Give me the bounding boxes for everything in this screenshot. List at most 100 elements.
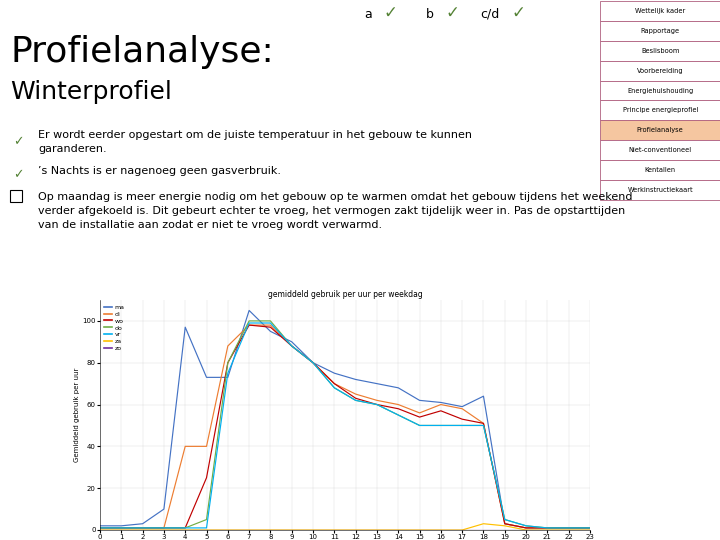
ma bbox=[585, 525, 594, 531]
Text: Profielanalyse: Profielanalyse bbox=[637, 127, 683, 133]
di bbox=[117, 525, 125, 531]
ma bbox=[436, 399, 445, 406]
zo bbox=[330, 526, 338, 533]
Text: ✓: ✓ bbox=[383, 4, 397, 22]
zo bbox=[138, 526, 147, 533]
za bbox=[330, 526, 338, 533]
zo bbox=[543, 526, 552, 533]
zo bbox=[500, 526, 509, 533]
vr bbox=[245, 320, 253, 326]
wo bbox=[309, 360, 318, 366]
zo bbox=[309, 526, 318, 533]
zo bbox=[202, 526, 211, 533]
wo bbox=[117, 525, 125, 531]
Line: do: do bbox=[100, 321, 590, 528]
Line: wo: wo bbox=[100, 325, 590, 528]
Y-axis label: Gemiddeld gebruik per uur: Gemiddeld gebruik per uur bbox=[73, 368, 79, 462]
Text: ✓: ✓ bbox=[445, 4, 459, 22]
vr bbox=[96, 525, 104, 531]
do bbox=[223, 360, 232, 366]
di bbox=[287, 343, 296, 349]
zo bbox=[585, 526, 594, 533]
Title: gemiddeld gebruik per uur per weekdag: gemiddeld gebruik per uur per weekdag bbox=[268, 290, 423, 299]
zo bbox=[436, 526, 445, 533]
vr bbox=[585, 525, 594, 531]
za bbox=[138, 526, 147, 533]
Text: Werkinstructiekaart: Werkinstructiekaart bbox=[627, 187, 693, 193]
Line: di: di bbox=[100, 325, 590, 528]
zo bbox=[287, 526, 296, 533]
vr bbox=[266, 320, 275, 326]
ma bbox=[351, 376, 360, 383]
ma bbox=[287, 339, 296, 345]
Text: Op maandag is meer energie nodig om het gebouw op te warmen omdat het gebouw tij: Op maandag is meer energie nodig om het … bbox=[38, 192, 632, 230]
za bbox=[287, 526, 296, 533]
vr bbox=[202, 525, 211, 531]
Text: Er wordt eerder opgestart om de juiste temperatuur in het gebouw te kunnen
garan: Er wordt eerder opgestart om de juiste t… bbox=[38, 130, 472, 154]
zo bbox=[117, 526, 125, 533]
ma bbox=[330, 370, 338, 376]
zo bbox=[415, 526, 424, 533]
Text: Niet-conventioneel: Niet-conventioneel bbox=[629, 147, 692, 153]
do bbox=[138, 525, 147, 531]
ma bbox=[479, 393, 487, 400]
Text: Profielanalyse:: Profielanalyse: bbox=[10, 35, 274, 69]
ma bbox=[266, 328, 275, 335]
ma bbox=[522, 525, 531, 531]
do bbox=[479, 422, 487, 429]
zo bbox=[458, 526, 467, 533]
wo bbox=[181, 525, 189, 531]
di bbox=[330, 380, 338, 387]
vr bbox=[564, 525, 573, 531]
ma bbox=[223, 374, 232, 381]
Text: c/d: c/d bbox=[480, 8, 500, 21]
do bbox=[245, 318, 253, 324]
zo bbox=[96, 526, 104, 533]
Bar bbox=[600, 140, 720, 160]
za bbox=[522, 526, 531, 533]
Text: Wettelijk kader: Wettelijk kader bbox=[635, 8, 685, 14]
vr bbox=[479, 422, 487, 429]
vr bbox=[373, 401, 382, 408]
di bbox=[181, 443, 189, 450]
vr bbox=[138, 525, 147, 531]
di bbox=[522, 525, 531, 531]
wo bbox=[543, 525, 552, 531]
di bbox=[266, 322, 275, 328]
zo bbox=[223, 526, 232, 533]
za bbox=[181, 526, 189, 533]
vr bbox=[543, 525, 552, 531]
wo bbox=[266, 324, 275, 330]
Text: Voorbereiding: Voorbereiding bbox=[637, 68, 683, 73]
Legend: ma, di, wo, do, vr, za, zo: ma, di, wo, do, vr, za, zo bbox=[103, 303, 125, 353]
za bbox=[309, 526, 318, 533]
za bbox=[500, 523, 509, 529]
za bbox=[373, 526, 382, 533]
za bbox=[458, 526, 467, 533]
do bbox=[117, 525, 125, 531]
za bbox=[394, 526, 402, 533]
do bbox=[373, 401, 382, 408]
wo bbox=[500, 521, 509, 527]
do bbox=[543, 525, 552, 531]
za bbox=[585, 526, 594, 533]
ma bbox=[138, 521, 147, 527]
do bbox=[522, 523, 531, 529]
Text: Beslisboom: Beslisboom bbox=[641, 48, 680, 54]
vr bbox=[415, 422, 424, 429]
Bar bbox=[600, 80, 720, 100]
wo bbox=[330, 380, 338, 387]
do bbox=[181, 525, 189, 531]
wo bbox=[479, 420, 487, 427]
vr bbox=[309, 360, 318, 366]
Bar bbox=[600, 180, 720, 200]
di bbox=[585, 525, 594, 531]
wo bbox=[202, 475, 211, 481]
vr bbox=[394, 412, 402, 418]
vr bbox=[117, 525, 125, 531]
di bbox=[436, 401, 445, 408]
Bar bbox=[600, 60, 720, 80]
do bbox=[202, 516, 211, 523]
Line: vr: vr bbox=[100, 323, 590, 528]
di bbox=[160, 525, 168, 531]
